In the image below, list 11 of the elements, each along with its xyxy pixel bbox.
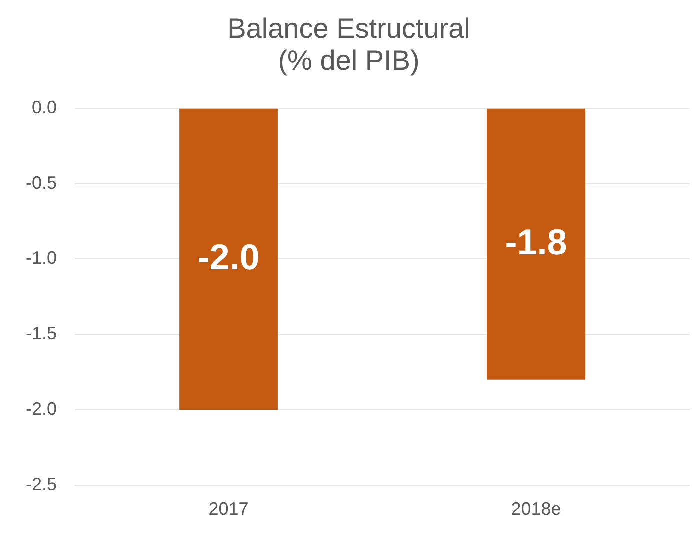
data-label: -2.0 [198,236,260,278]
x-tick-label: 2017 [208,499,249,520]
x-tick-label: 2018e [511,499,562,520]
y-tick-label: -0.5 [26,172,58,193]
y-tick-label: -2.5 [26,474,58,494]
y-tick-label: -1.0 [26,248,58,268]
y-tick-label: 0.0 [32,97,58,118]
y-tick-label: -2.0 [26,398,58,419]
chart-title: Balance Estructural (% del PIB) [228,12,470,76]
data-label: -1.8 [505,221,568,262]
y-tick-label: -1.5 [26,324,58,344]
